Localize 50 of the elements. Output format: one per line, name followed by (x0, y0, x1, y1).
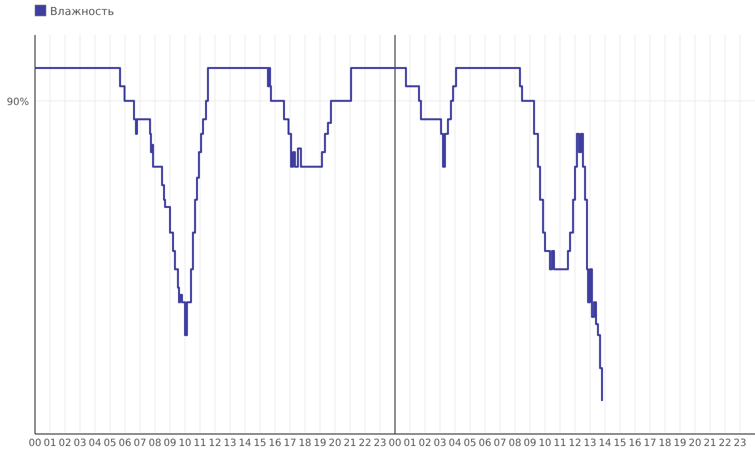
x-tick-label: 06 (478, 438, 492, 449)
x-tick-label: 08 (508, 438, 522, 449)
x-tick-label: 21 (704, 438, 716, 449)
x-tick-label: 05 (464, 438, 476, 449)
x-tick-label: 04 (88, 438, 102, 449)
x-tick-label: 01 (404, 438, 416, 449)
x-tick-label: 10 (178, 438, 192, 449)
x-tick-label: 08 (148, 438, 162, 449)
x-tick-label: 00 (388, 438, 402, 449)
x-tick-label: 11 (554, 438, 566, 449)
x-tick-label: 23 (734, 438, 746, 449)
x-tick-label: 07 (134, 438, 146, 449)
x-tick-label: 01 (44, 438, 56, 449)
x-tick-label: 04 (448, 438, 462, 449)
x-tick-label: 12 (208, 438, 222, 449)
text: 90% (6, 96, 29, 108)
x-tick-label: 22 (358, 438, 372, 449)
x-tick-label: 02 (418, 438, 432, 449)
x-tick-label: 09 (524, 438, 536, 449)
x-tick-label: 19 (314, 438, 326, 449)
x-tick-label: 18 (658, 438, 672, 449)
x-tick-label: 14 (238, 438, 252, 449)
x-tick-label: 15 (614, 438, 626, 449)
x-tick-label: 17 (284, 438, 296, 449)
x-tick-label: 22 (718, 438, 732, 449)
x-tick-label: 12 (568, 438, 582, 449)
x-tick-label: 15 (254, 438, 266, 449)
x-tick-label: 18 (298, 438, 312, 449)
x-tick-label: 20 (328, 438, 342, 449)
x-tick-label: 06 (118, 438, 132, 449)
x-tick-label: 20 (688, 438, 702, 449)
x-tick-label: 14 (598, 438, 612, 449)
x-tick-label: 13 (224, 438, 236, 449)
x-tick-label: 07 (494, 438, 506, 449)
x-tick-label: 03 (434, 438, 446, 449)
x-tick-label: 13 (584, 438, 596, 449)
x-tick-label: 10 (538, 438, 552, 449)
x-tick-label: 16 (628, 438, 642, 449)
x-tick-label: 03 (74, 438, 86, 449)
x-tick-label: 16 (268, 438, 282, 449)
x-tick-label: 21 (344, 438, 356, 449)
x-tick-label: 02 (58, 438, 72, 449)
x-tick-label: 19 (674, 438, 686, 449)
x-tick-label: 23 (374, 438, 386, 449)
x-tick-label: 05 (104, 438, 116, 449)
x-tick-label: 09 (164, 438, 176, 449)
x-tick-label: 17 (644, 438, 656, 449)
legend-label: Влажность (50, 5, 114, 18)
x-tick-label: 11 (194, 438, 206, 449)
x-tick-label: 00 (28, 438, 42, 449)
